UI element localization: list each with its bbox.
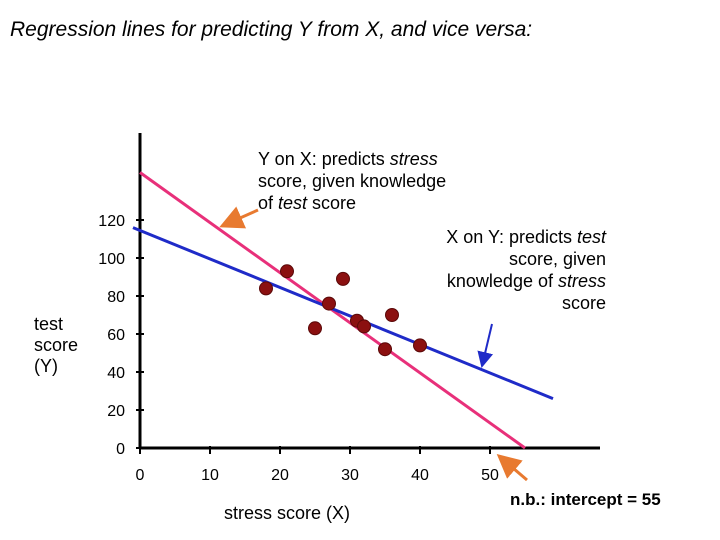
data-point [280, 264, 294, 279]
y-tick-label: 20 [107, 403, 125, 420]
xony-regression-line [132, 226, 554, 400]
xony-pointer-arrow [477, 323, 494, 368]
x-tick-label: 40 [411, 467, 429, 484]
intercept-pointer-arrow [496, 454, 528, 482]
y-tick-label: 80 [107, 289, 125, 306]
x-tick-label: 20 [271, 467, 289, 484]
y-tick-label: 60 [107, 327, 125, 344]
data-point [259, 281, 273, 296]
y-tick-label: 0 [116, 441, 125, 458]
x-tick-label: 50 [481, 467, 499, 484]
y-tick-label: 40 [107, 365, 125, 382]
chart-title: Regression lines for predicting Y from X… [10, 18, 533, 41]
x-tick-label: 10 [201, 467, 219, 484]
data-point [385, 308, 399, 322]
y-axis-label: test score (Y) [34, 314, 79, 376]
x-axis-label: stress score (X) [224, 503, 351, 523]
yonx-annotation: Y on X: predicts stress score, given kno… [258, 149, 447, 213]
y-tick-label: 120 [98, 213, 125, 230]
intercept-note: n.b.: intercept = 55 [510, 490, 661, 509]
yonx-pointer-arrow [219, 206, 259, 229]
data-point [357, 319, 371, 334]
x-tick-label: 0 [136, 467, 145, 484]
xony-annotation: X on Y: predicts test score, given knowl… [446, 227, 606, 313]
data-point [336, 271, 350, 286]
data-point [378, 342, 392, 357]
data-point [308, 321, 322, 336]
y-tick-label: 100 [98, 251, 125, 268]
data-point [322, 296, 336, 311]
x-tick-label: 30 [341, 467, 359, 484]
data-point [413, 338, 427, 353]
